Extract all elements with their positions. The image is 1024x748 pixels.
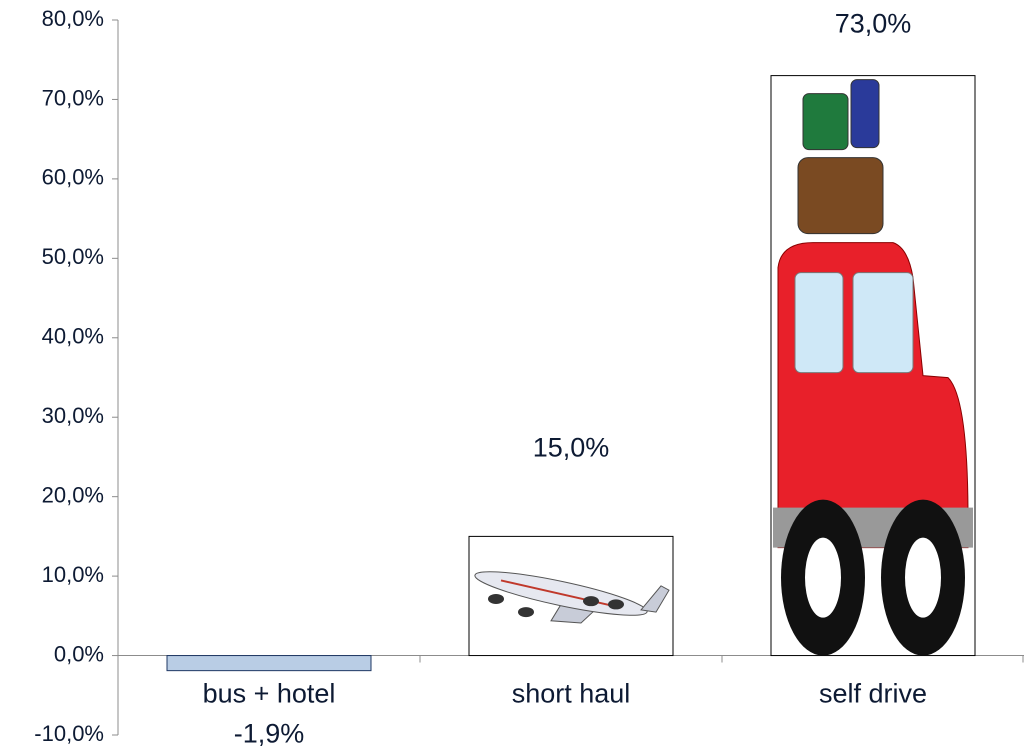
- y-tick-label: 70,0%: [42, 85, 104, 110]
- plane-stripe: [500, 579, 622, 609]
- y-tick-label: 60,0%: [42, 165, 104, 190]
- y-tick-label: 50,0%: [42, 244, 104, 269]
- value-label: -1,9%: [234, 719, 305, 748]
- car-hub: [805, 537, 841, 618]
- y-tick-label: 0,0%: [54, 641, 104, 666]
- plane-tail: [640, 585, 670, 613]
- value-label: 73,0%: [835, 9, 912, 39]
- car-pictogram: [773, 79, 973, 656]
- car-hub: [905, 537, 941, 618]
- suitcase: [850, 79, 880, 149]
- plane-engine: [518, 607, 534, 618]
- x-tick-label: bus + hotel: [203, 679, 336, 709]
- car-window: [794, 272, 844, 374]
- bar: [166, 655, 372, 672]
- y-tick-label: 10,0%: [42, 562, 104, 587]
- y-tick-label: -10,0%: [34, 721, 104, 746]
- y-tick-label: 20,0%: [42, 482, 104, 507]
- plane-engine: [488, 593, 504, 604]
- y-tick-label: 40,0%: [42, 324, 104, 349]
- plane-engine: [583, 596, 599, 607]
- plane-pictogram: [474, 571, 670, 624]
- plane-engine: [608, 599, 624, 610]
- y-tick-label: 80,0%: [42, 6, 104, 31]
- suitcase: [797, 157, 884, 235]
- x-tick-label: short haul: [512, 679, 631, 709]
- value-label: 15,0%: [533, 433, 610, 463]
- x-tick-label: self drive: [819, 679, 927, 709]
- suitcase: [802, 93, 849, 151]
- car-window: [852, 272, 914, 374]
- y-tick-label: 30,0%: [42, 403, 104, 428]
